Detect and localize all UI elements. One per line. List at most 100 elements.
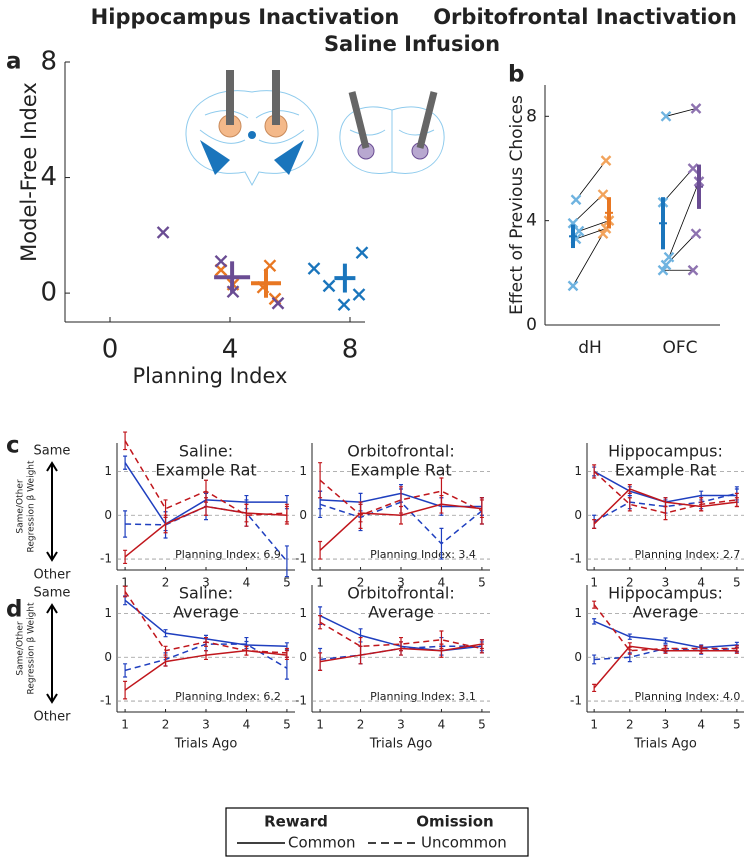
x-tick-label: OFC bbox=[662, 338, 697, 358]
x-tick-label: 0 bbox=[102, 335, 119, 365]
y-tick-label: 0 bbox=[526, 315, 537, 335]
y-tick-label: 4 bbox=[526, 211, 537, 231]
saline-point bbox=[567, 217, 579, 229]
error-bar bbox=[592, 618, 597, 625]
x-tick-label: 4 bbox=[438, 718, 446, 732]
x-tick-label: 4 bbox=[243, 576, 251, 590]
y-tick-label: 0 bbox=[104, 650, 112, 664]
error-bar bbox=[318, 615, 323, 630]
point bbox=[156, 226, 170, 239]
annotation: Planning Index: 2.7 bbox=[635, 548, 741, 561]
legend-entry: Orbitofrontal Inactivation bbox=[433, 5, 737, 29]
error-bar bbox=[123, 663, 128, 678]
panel-label: c bbox=[6, 433, 20, 459]
chart-title: Example Rat bbox=[155, 461, 256, 480]
x-tick-label: 5 bbox=[283, 718, 291, 732]
pair-line bbox=[572, 233, 604, 287]
point bbox=[271, 296, 285, 310]
error-bar bbox=[663, 505, 668, 521]
chart-title: Saline: bbox=[179, 584, 233, 603]
chart-title: Orbitofrontal: bbox=[347, 584, 455, 603]
x-tick-label: 1 bbox=[316, 576, 324, 590]
error-bar bbox=[358, 636, 363, 656]
series-line bbox=[319, 621, 483, 650]
x-tick-label: 3 bbox=[202, 576, 210, 590]
error-bar bbox=[123, 585, 128, 598]
y-tick-label: 1 bbox=[104, 606, 112, 620]
x-axis-label: Trials Ago bbox=[369, 737, 433, 752]
y-tick-label: -1 bbox=[570, 552, 582, 566]
y-tick-label: -1 bbox=[295, 694, 307, 708]
point bbox=[322, 279, 336, 293]
x-tick-label: 2 bbox=[162, 718, 170, 732]
chart-title: Orbitofrontal: bbox=[347, 442, 455, 461]
pair-line bbox=[662, 168, 694, 203]
legend-entry: Omission bbox=[416, 813, 494, 831]
pair-line bbox=[575, 228, 607, 240]
error-bar bbox=[163, 629, 168, 638]
error-bar bbox=[358, 501, 363, 529]
x-tick-label: 2 bbox=[357, 576, 365, 590]
axis-end-label: Other bbox=[34, 568, 72, 583]
saline-point bbox=[567, 280, 579, 292]
annotation: Planning Index: 6.9 bbox=[175, 548, 281, 561]
error-bar bbox=[627, 646, 632, 655]
x-tick-label: 3 bbox=[397, 718, 405, 732]
y-tick-label: 4 bbox=[40, 162, 57, 192]
y-tick-label: -1 bbox=[100, 552, 112, 566]
error-bar bbox=[592, 600, 597, 609]
error-bar bbox=[284, 647, 289, 658]
series-line bbox=[319, 479, 483, 517]
axis-end-label: Same bbox=[34, 586, 71, 601]
error-bar bbox=[123, 549, 128, 565]
panel-label: a bbox=[6, 49, 22, 75]
x-tick-label: 4 bbox=[222, 335, 239, 365]
x-tick-label: 2 bbox=[162, 576, 170, 590]
x-tick-label: 1 bbox=[121, 576, 129, 590]
error-bar bbox=[204, 479, 208, 503]
saline-point bbox=[570, 194, 582, 206]
point bbox=[214, 254, 228, 268]
error-bar bbox=[439, 477, 444, 505]
y-tick-label: 0 bbox=[104, 508, 112, 522]
x-tick-label: 5 bbox=[478, 576, 486, 590]
y-tick-label: 8 bbox=[526, 106, 537, 126]
annotation: Planning Index: 4.0 bbox=[635, 690, 741, 703]
error-bar bbox=[592, 464, 597, 479]
brain-hippocampus bbox=[185, 70, 319, 187]
x-axis-label: Trials Ago bbox=[174, 737, 238, 752]
y-tick-label: 8 bbox=[40, 47, 57, 77]
x-tick-label: 3 bbox=[397, 576, 405, 590]
x-tick-label: 5 bbox=[283, 576, 291, 590]
chart-title: Average bbox=[173, 603, 239, 622]
y-tick-label: 1 bbox=[574, 606, 582, 620]
error-bar bbox=[318, 540, 323, 560]
legend-entry: Common bbox=[288, 834, 356, 852]
chart-title: Example Rat bbox=[350, 461, 451, 480]
pair-line bbox=[578, 220, 610, 232]
error-bar bbox=[123, 680, 128, 700]
inactivation-point bbox=[687, 163, 699, 174]
error-bar bbox=[244, 503, 249, 527]
legend-box bbox=[225, 807, 529, 857]
y-tick-label: 1 bbox=[574, 464, 582, 478]
saline-point bbox=[660, 259, 672, 271]
pair-line bbox=[572, 194, 604, 224]
y-tick-label: 0 bbox=[574, 650, 582, 664]
y-tick-label: 1 bbox=[299, 464, 307, 478]
x-tick-label: 4 bbox=[438, 576, 446, 590]
error-bar bbox=[123, 510, 128, 538]
error-bar bbox=[284, 503, 289, 523]
error-bar bbox=[734, 492, 739, 508]
x-tick-label: 5 bbox=[478, 718, 486, 732]
error-bar bbox=[204, 650, 208, 661]
annotation: Planning Index: 6.2 bbox=[175, 690, 281, 703]
error-bar bbox=[163, 645, 168, 656]
error-bar bbox=[163, 499, 168, 519]
x-tick-label: 2 bbox=[626, 576, 634, 590]
pair-line bbox=[665, 108, 697, 117]
error-bar bbox=[592, 654, 597, 665]
error-bar bbox=[663, 637, 668, 644]
y-tick-label: 0 bbox=[299, 508, 307, 522]
